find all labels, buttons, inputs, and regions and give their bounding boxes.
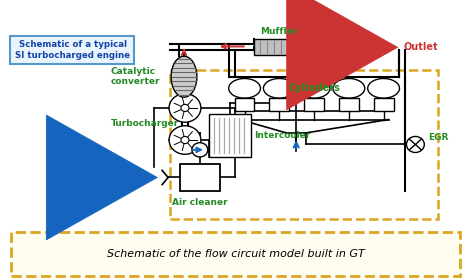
Text: EGR: EGR — [428, 133, 449, 142]
Bar — [10, 36, 134, 64]
Text: Turbocharger: Turbocharger — [110, 120, 179, 129]
Bar — [234, 98, 255, 111]
Text: Schematic of the flow circuit model built in GT: Schematic of the flow circuit model buil… — [107, 249, 365, 259]
Text: Schematic of a typical
SI turbocharged engine: Schematic of a typical SI turbocharged e… — [15, 39, 130, 60]
Bar — [170, 70, 438, 219]
Bar — [270, 98, 289, 111]
Ellipse shape — [263, 78, 295, 98]
Text: Outlet: Outlet — [403, 42, 438, 52]
Text: Cylinders: Cylinders — [288, 83, 340, 93]
Bar — [180, 164, 220, 191]
Bar — [11, 232, 460, 276]
Circle shape — [406, 136, 424, 153]
Text: Intercooler: Intercooler — [255, 131, 311, 140]
Ellipse shape — [171, 56, 197, 97]
Ellipse shape — [333, 78, 365, 98]
Ellipse shape — [229, 78, 261, 98]
Text: Inlet: Inlet — [53, 172, 78, 183]
Bar — [339, 98, 359, 111]
Bar — [254, 39, 303, 55]
Ellipse shape — [298, 78, 330, 98]
Circle shape — [192, 143, 208, 157]
Bar — [304, 98, 324, 111]
Circle shape — [181, 104, 189, 111]
Circle shape — [169, 126, 201, 154]
Bar — [373, 98, 394, 111]
Text: Muffler: Muffler — [260, 27, 297, 36]
Text: Air cleaner: Air cleaner — [172, 198, 228, 207]
Circle shape — [181, 136, 189, 144]
Text: Catalytic
converter: Catalytic converter — [110, 67, 160, 87]
Bar — [209, 114, 250, 157]
Circle shape — [169, 94, 201, 122]
Ellipse shape — [368, 78, 400, 98]
